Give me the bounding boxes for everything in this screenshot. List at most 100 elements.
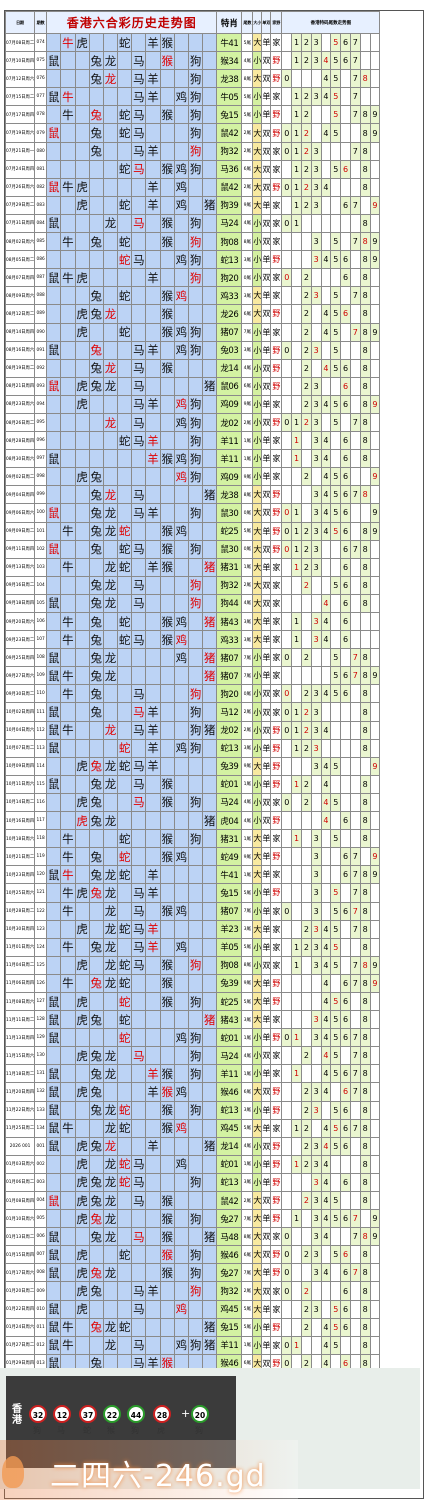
tail-number: 1尾 — [241, 1028, 254, 1048]
zodiac-cell-蛇: 蛇 — [117, 611, 133, 632]
trend-digit-8: 8 — [359, 648, 371, 668]
trend-digit-1: 1 — [291, 195, 302, 215]
trend-digit-3 — [310, 991, 322, 1012]
trend-digit-7 — [349, 467, 361, 487]
zodiac-cell-蛇: 蛇 — [117, 955, 133, 975]
zodiac-cell-蛇 — [117, 1136, 133, 1156]
zodiac-cell-羊: 羊 — [145, 720, 161, 740]
trend-digit-7 — [349, 702, 361, 722]
odd-even: 双 — [261, 1245, 272, 1265]
tail-number: 3尾 — [241, 738, 254, 758]
zodiac-cell-蛇 — [117, 720, 133, 740]
trend-digit-7 — [349, 738, 361, 758]
zodiac-cell-牛 — [60, 358, 76, 378]
draw-period: 099 — [34, 485, 48, 505]
odd-even: 单 — [261, 1263, 272, 1283]
zodiac-cell-兔 — [88, 213, 104, 234]
zodiac-cell-兔: 兔 — [88, 1064, 104, 1084]
trend-digit-2 — [300, 485, 312, 505]
trend-digit-7 — [349, 1317, 361, 1337]
trend-digit-0 — [281, 159, 293, 179]
domestic-wild: 家 — [270, 702, 283, 722]
draw-period: 111 — [34, 702, 48, 722]
zodiac-cell-狗: 狗 — [187, 213, 204, 234]
zodiac-cell-马: 马 — [131, 1299, 147, 1319]
zodiac-cell-猴 — [159, 87, 175, 107]
special-zodiac: 羊23 — [216, 919, 243, 939]
trend-digit-9 — [369, 268, 381, 288]
zodiac-cell-牛 — [60, 702, 76, 722]
zodiac-cell-龙 — [102, 105, 119, 125]
zodiac-cell-龙 — [102, 1299, 119, 1319]
big-small: 小 — [252, 811, 263, 831]
trend-digit-6 — [340, 412, 351, 433]
special-zodiac: 狗32 — [216, 1281, 243, 1301]
zodiac-cell-鼠 — [46, 467, 62, 487]
trend-digit-6 — [340, 792, 351, 813]
trend-digit-6: 6 — [340, 394, 351, 414]
trend-digit-2: 2 — [300, 1317, 312, 1337]
zodiac-cell-虎: 虎 — [74, 756, 90, 776]
zodiac-cell-羊: 羊 — [145, 702, 161, 722]
trend-digit-7: 7 — [349, 973, 361, 993]
draw-period: 113 — [34, 738, 48, 758]
trend-digit-7 — [349, 304, 361, 324]
trend-digit-3 — [310, 268, 322, 288]
special-zodiac: 狗08 — [216, 232, 243, 252]
draw-ball: 32 — [29, 1405, 47, 1423]
trend-digit-2: 2 — [300, 919, 312, 939]
trend-digit-2: 2 — [300, 575, 312, 595]
zodiac-cell-猴 — [159, 123, 175, 143]
trend-digit-9: 9 — [369, 250, 381, 270]
draw-period: 075 — [34, 51, 48, 71]
zodiac-cell-兔: 兔 — [88, 286, 104, 306]
zodiac-cell-狗: 狗 — [187, 340, 204, 360]
trend-digit-4: 4 — [320, 1172, 332, 1193]
zodiac-cell-羊 — [145, 304, 161, 324]
trend-digit-6 — [340, 883, 351, 903]
trend-digit-3: 3 — [310, 449, 322, 469]
zodiac-cell-兔 — [88, 431, 104, 451]
zodiac-cell-狗: 狗 — [187, 1028, 204, 1048]
trend-digit-1 — [291, 232, 302, 252]
zodiac-cell-马: 马 — [131, 1190, 147, 1211]
trend-digit-3: 3 — [310, 485, 322, 505]
zodiac-cell-牛 — [60, 774, 76, 794]
zodiac-cell-猴 — [159, 1317, 175, 1337]
draw-period: 012 — [34, 1335, 48, 1355]
zodiac-cell-兔: 兔 — [88, 141, 104, 161]
trend-digit-6: 6 — [340, 485, 351, 505]
special-zodiac: 羊11 — [216, 431, 243, 451]
zodiac-cell-蛇: 蛇 — [117, 1317, 133, 1337]
trend-digit-7 — [349, 991, 361, 1012]
draw-period: 126 — [34, 973, 48, 993]
special-zodiac: 鼠42 — [216, 177, 243, 197]
draw-period: 001 — [34, 1136, 48, 1156]
trend-digit-4: 4 — [320, 991, 332, 1012]
domestic-wild: 野 — [270, 883, 283, 903]
zodiac-cell-鸡 — [173, 774, 190, 794]
odd-even: 单 — [261, 991, 272, 1012]
zodiac-cell-鸡: 鸡 — [173, 648, 190, 668]
trend-digit-6: 6 — [340, 1172, 351, 1193]
trend-digit-5: 5 — [330, 159, 342, 179]
zodiac-cell-鼠 — [46, 322, 62, 342]
trend-digit-8: 8 — [359, 177, 371, 197]
zodiac-cell-羊: 羊 — [145, 32, 161, 53]
trend-digit-1: 1 — [291, 141, 302, 161]
zodiac-cell-鸡 — [173, 919, 190, 939]
zodiac-cell-羊 — [145, 1263, 161, 1283]
trend-digit-7 — [349, 159, 361, 179]
zodiac-cell-蛇 — [117, 1209, 133, 1229]
zodiac-cell-猴: 猴 — [159, 1263, 175, 1283]
zodiac-cell-鸡: 鸡 — [173, 937, 190, 957]
zodiac-cell-猪 — [202, 702, 218, 722]
odd-even: 单 — [261, 666, 272, 686]
zodiac-cell-牛 — [60, 575, 76, 595]
trend-digit-1: 1 — [291, 412, 302, 433]
zodiac-cell-蛇 — [117, 412, 133, 433]
tail-number: 2尾 — [241, 1281, 254, 1301]
domestic-wild: 家 — [270, 1064, 283, 1084]
trend-digit-7 — [349, 1100, 361, 1120]
zodiac-cell-马: 马 — [131, 774, 147, 794]
